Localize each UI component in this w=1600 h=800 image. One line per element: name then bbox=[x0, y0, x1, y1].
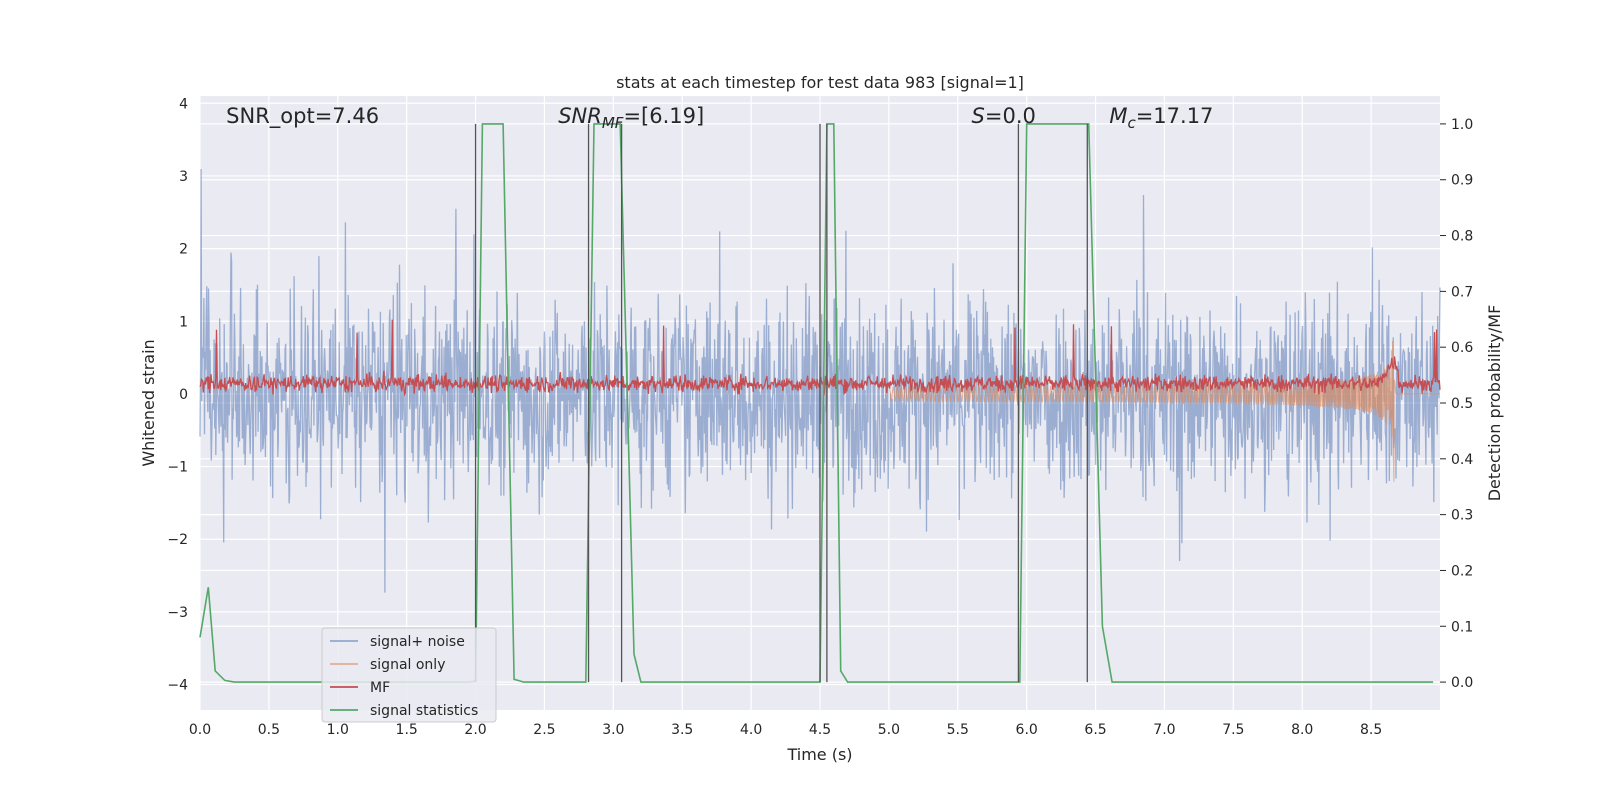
y-ticks-right: 0.0 0.1 0.2 0.3 0.4 0.5 0.6 0.7 0.8 0.9 1.0 bbox=[1440, 117, 1473, 691]
x-tick-label: 5.5 bbox=[947, 722, 969, 738]
y-tick-label-left: −4 bbox=[167, 678, 188, 694]
legend-label: signal+ noise bbox=[370, 634, 465, 650]
x-tick-label: 8.0 bbox=[1291, 722, 1313, 738]
x-tick-label: 7.0 bbox=[1153, 722, 1175, 738]
series-signal-only bbox=[888, 340, 1440, 482]
y-tick-label-right: 0.7 bbox=[1451, 284, 1473, 300]
y-tick-label-right: 0.5 bbox=[1451, 396, 1473, 412]
annotation-mc: Mc=17.17 bbox=[1109, 104, 1213, 132]
y-tick-label-right: 0.1 bbox=[1451, 619, 1473, 635]
x-tick-label: 6.0 bbox=[1016, 722, 1038, 738]
y-tick-label-right: 1.0 bbox=[1451, 117, 1473, 133]
y-tick-label-right: 0.3 bbox=[1451, 508, 1473, 524]
x-tick-label: 2.5 bbox=[533, 722, 555, 738]
x-tick-label: 0.0 bbox=[189, 722, 211, 738]
x-tick-label: 6.5 bbox=[1084, 722, 1106, 738]
x-tick-label: 0.5 bbox=[258, 722, 280, 738]
legend: signal+ noise signal only MF signal statist… bbox=[321, 627, 497, 723]
annotation-snr_opt: SNR_opt=7.46 bbox=[226, 104, 379, 129]
legend-box bbox=[321, 627, 497, 723]
annotations: SNR_opt=7.46 SNRMF=[6.19] S=0.0 Mc=17.17 bbox=[226, 104, 1213, 132]
legend-label: signal statistics bbox=[370, 703, 478, 719]
y-axis-label-left: Whitened strain bbox=[139, 339, 158, 466]
x-tick-label: 8.5 bbox=[1360, 722, 1382, 738]
y-axis-label-right: Detection probability/MF bbox=[1485, 305, 1504, 502]
x-tick-label: 1.5 bbox=[396, 722, 418, 738]
x-tick-label: 4.5 bbox=[809, 722, 831, 738]
x-ticks: 0.0 0.5 1.0 1.5 2.0 2.5 3.0 3.5 4.0 4.5 5.0 5.5 6.0 6… bbox=[189, 722, 1382, 738]
y-tick-label-right: 0.0 bbox=[1451, 675, 1473, 691]
y-tick-label-right: 0.9 bbox=[1451, 173, 1473, 189]
x-tick-label: 3.0 bbox=[602, 722, 624, 738]
y-ticks-left: −4 −3 −2 −1 0 1 2 3 4 bbox=[167, 96, 188, 693]
x-tick-label: 5.0 bbox=[878, 722, 900, 738]
annotation-snr_mf: SNRMF=[6.19] bbox=[558, 104, 704, 132]
x-axis-label: Time (s) bbox=[786, 745, 852, 764]
vertical-markers bbox=[474, 123, 1088, 683]
series-signal-statistics bbox=[199, 123, 1434, 683]
y-tick-label-right: 0.6 bbox=[1451, 340, 1473, 356]
y-tick-label-left: −2 bbox=[167, 532, 188, 548]
y-tick-label-left: 1 bbox=[179, 314, 188, 330]
y-tick-label-left: −1 bbox=[167, 460, 188, 476]
y-tick-label-right: 0.8 bbox=[1451, 229, 1473, 245]
y-tick-label-left: 0 bbox=[179, 387, 188, 403]
y-tick-label-right: 0.4 bbox=[1451, 452, 1473, 468]
y-tick-label-left: 2 bbox=[179, 242, 188, 258]
y-tick-label-left: 4 bbox=[179, 96, 188, 112]
x-tick-label: 4.0 bbox=[740, 722, 762, 738]
chart-title: stats at each timestep for test data 983… bbox=[616, 73, 1024, 92]
legend-label: signal only bbox=[370, 657, 445, 673]
x-tick-label: 2.0 bbox=[464, 722, 486, 738]
y-tick-label-right: 0.2 bbox=[1451, 563, 1473, 579]
y-tick-label-left: 3 bbox=[179, 169, 188, 185]
y-tick-label-left: −3 bbox=[167, 605, 188, 621]
x-tick-label: 3.5 bbox=[671, 722, 693, 738]
annotation-s: S=0.0 bbox=[972, 104, 1036, 128]
x-tick-label: 1.0 bbox=[327, 722, 349, 738]
x-tick-label: 7.5 bbox=[1222, 722, 1244, 738]
legend-label: MF bbox=[370, 680, 390, 696]
